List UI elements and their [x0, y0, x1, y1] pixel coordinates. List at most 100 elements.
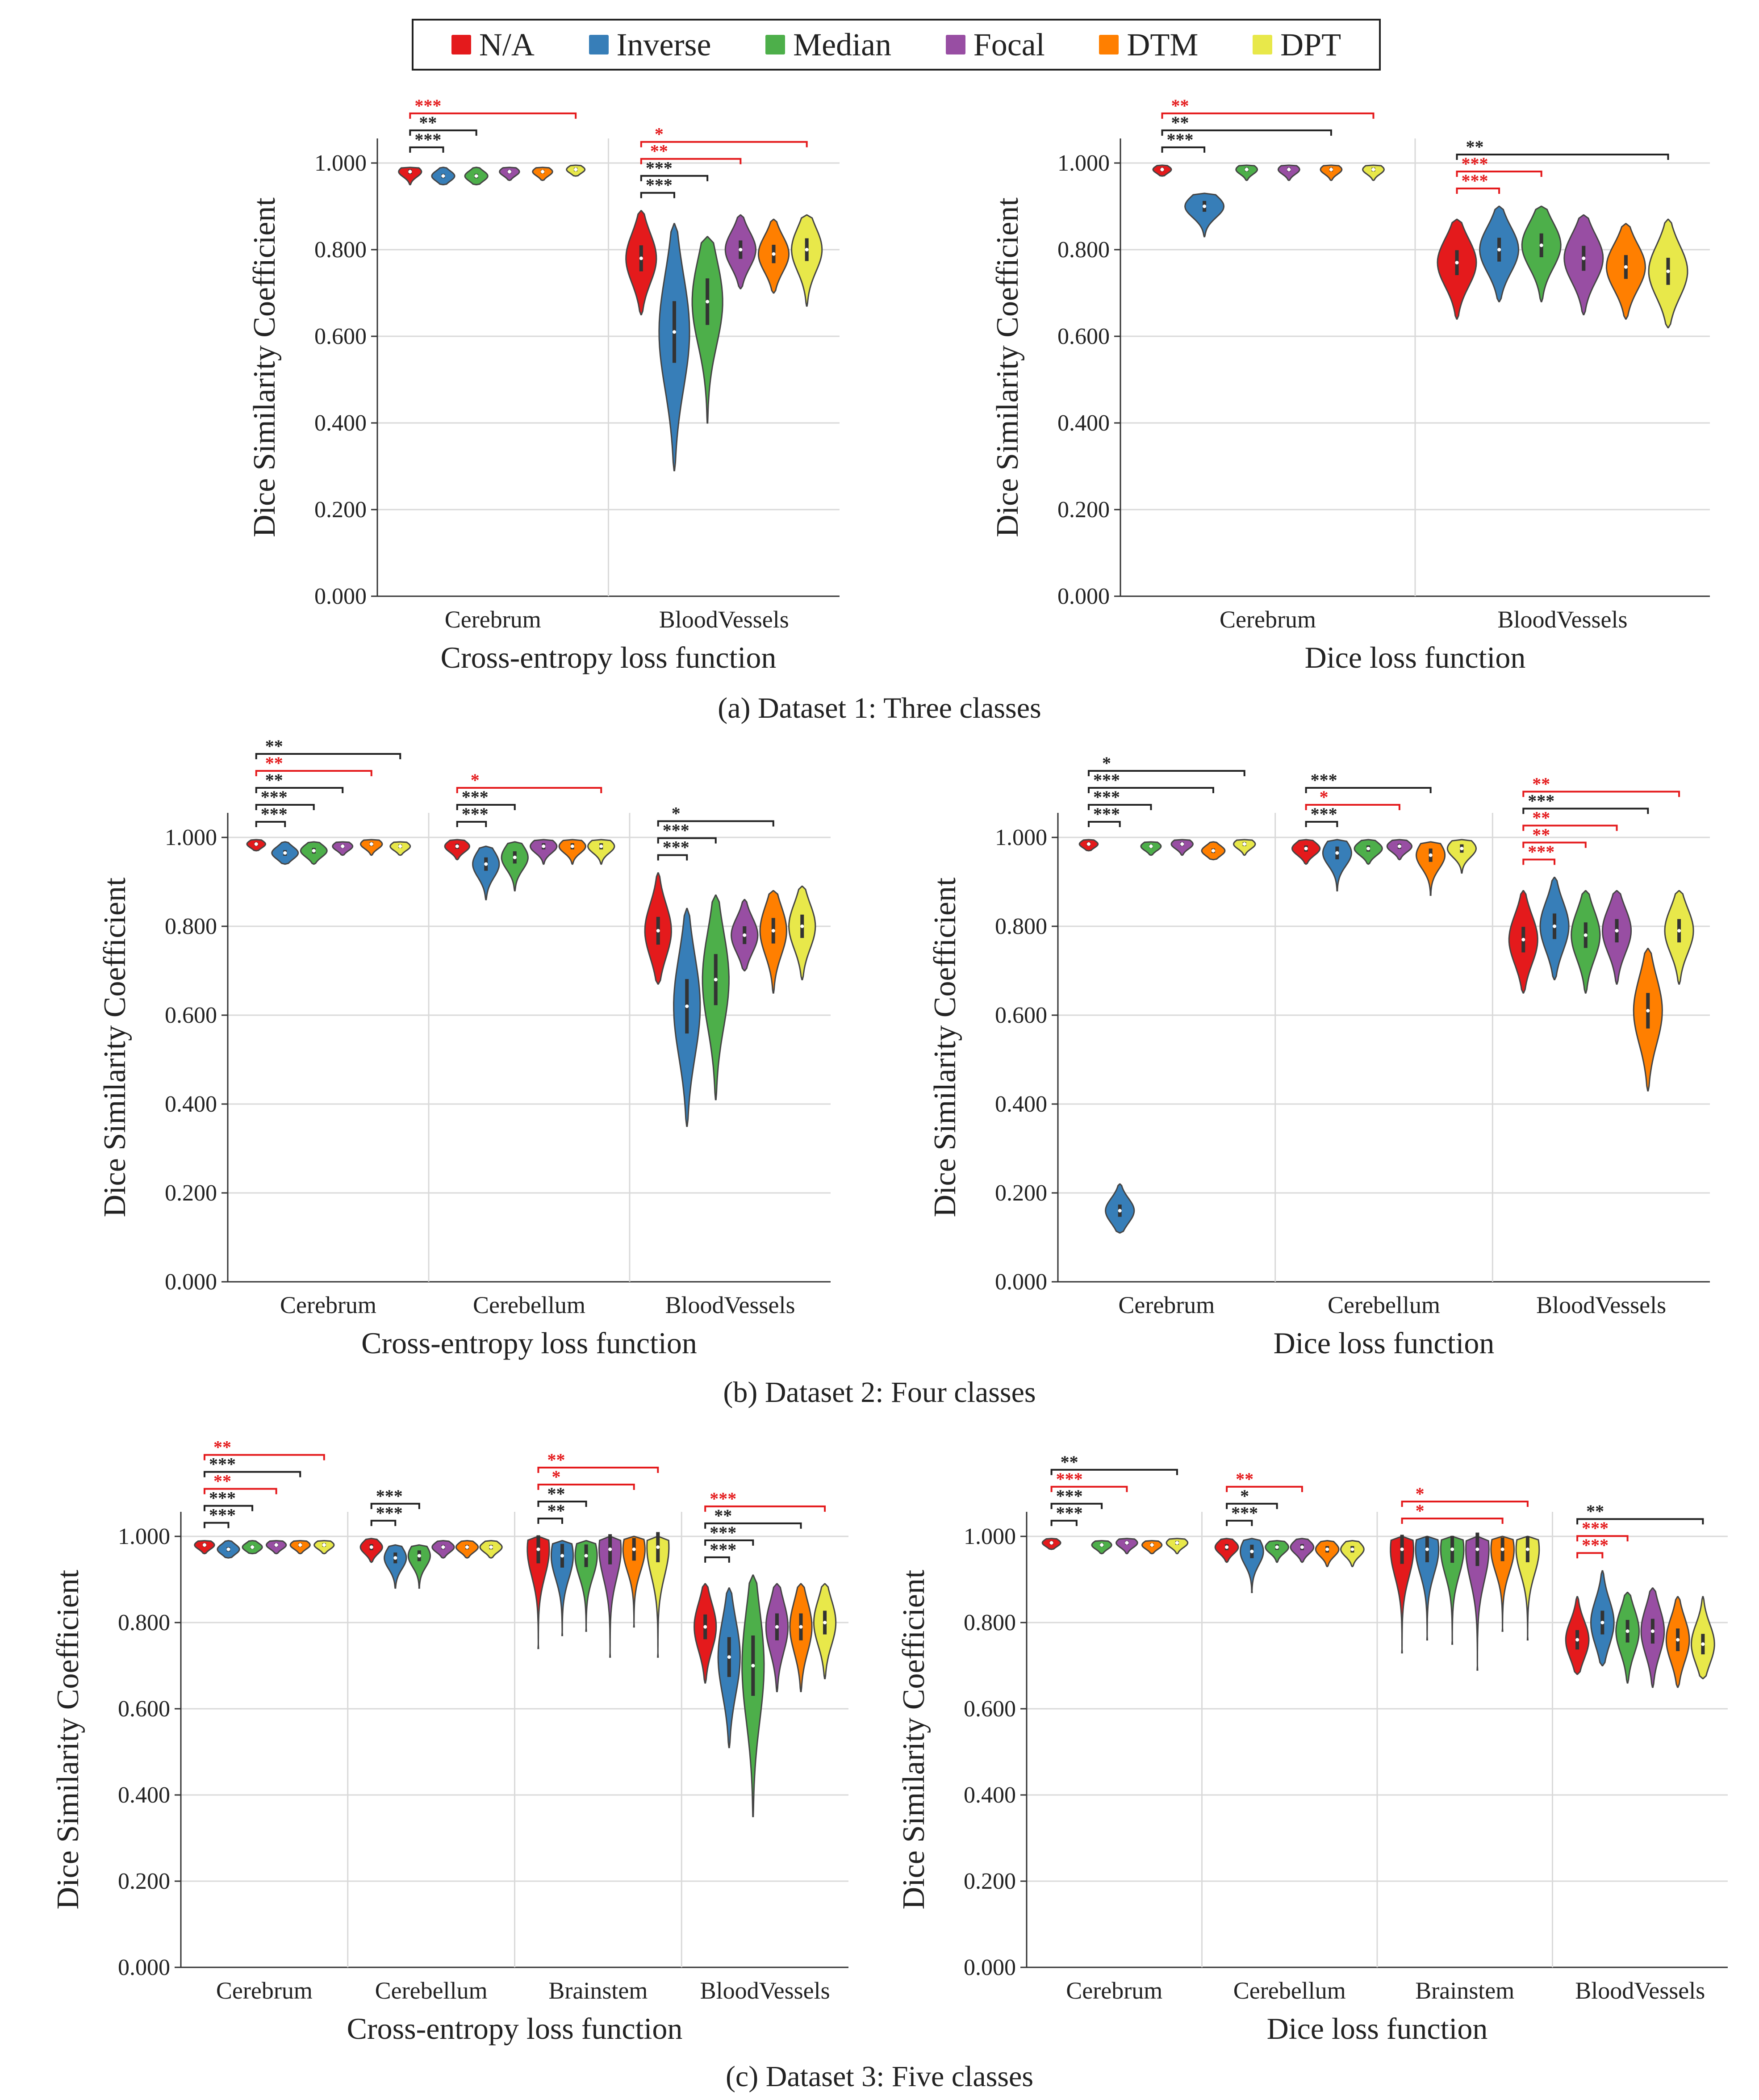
significance-bracket: [537, 1467, 659, 1473]
violin-median-dot: [608, 1547, 612, 1551]
significance-stars: *: [1320, 787, 1329, 807]
significance-stars: **: [265, 770, 283, 790]
violin-cerebellum-inverse: [384, 1544, 407, 1589]
chart-panel-b1: 0.0000.2000.4000.6000.8001.000Cerebrum**…: [98, 736, 831, 1360]
violin-median-dot: [322, 1543, 326, 1547]
significance-bracket: [704, 1522, 802, 1529]
significance-bracket: [1576, 1535, 1629, 1542]
caption-a: (a) Dataset 1: Three classes: [718, 692, 1041, 724]
violin-median-dot: [341, 844, 345, 848]
significance-stars: **: [547, 1501, 565, 1521]
violin-median-dot: [369, 842, 373, 846]
category-label: BloodVessels: [1575, 1977, 1705, 2004]
violin-cerebrum-focal: [332, 841, 354, 856]
significance-stars: ***: [414, 130, 441, 150]
x-axis-title: Cross-entropy loss function: [361, 1326, 697, 1360]
significance-bracket: [704, 1556, 730, 1563]
significance-stars: ***: [1167, 130, 1194, 150]
significance-stars: ***: [1528, 791, 1554, 811]
violin-median-dot: [1450, 1547, 1454, 1551]
significance-stars: ***: [1311, 770, 1337, 790]
significance-stars: *: [1240, 1486, 1249, 1506]
violin-median-dot: [703, 1625, 707, 1629]
significance-bracket: [537, 1501, 587, 1507]
violin-median-dot: [775, 1625, 779, 1629]
violin-bloodvessels-median: [691, 236, 723, 424]
violin-median-dot: [226, 1547, 230, 1551]
significance-bracket: [409, 112, 577, 119]
violin-median-dot: [274, 1543, 278, 1547]
violin-median-dot: [584, 1554, 588, 1558]
significance-stars: ***: [209, 1488, 236, 1508]
y-tick-label: 0.800: [964, 1610, 1016, 1636]
significance-bracket: [1050, 1485, 1128, 1492]
legend-item-dpt: DPT: [1253, 26, 1341, 63]
violin-median-dot: [1350, 1547, 1354, 1551]
violin-cerebellum-dpt: [1340, 1540, 1365, 1567]
violin-median-dot: [1582, 256, 1586, 260]
significance-bracket: [1401, 1518, 1504, 1524]
violin-median-dot: [1400, 1547, 1404, 1551]
significance-stars: **: [1532, 825, 1550, 845]
significance-stars: ***: [209, 1454, 236, 1474]
legend-item-focal: Focal: [945, 26, 1045, 63]
significance-bracket: [657, 854, 688, 861]
y-tick-label: 1.000: [964, 1524, 1016, 1549]
significance-stars: ***: [1462, 171, 1488, 191]
violin-median-dot: [1149, 844, 1153, 848]
violin-cerebellum-dpt: [1446, 839, 1477, 874]
significance-bracket: [203, 1454, 325, 1460]
y-tick-label: 0.000: [964, 1955, 1016, 1980]
violin-median-dot: [1150, 1543, 1154, 1547]
significance-bracket: [370, 1502, 420, 1509]
violin-median-dot: [1225, 1545, 1229, 1549]
violin-cerebellum-dtm: [455, 1540, 479, 1559]
violin-cerebellum-dpt: [479, 1540, 503, 1559]
y-tick-label: 0.600: [118, 1696, 170, 1722]
violin-median-dot: [1118, 1209, 1122, 1213]
violin-median-dot: [465, 1545, 469, 1549]
violin-median-dot: [1329, 167, 1333, 172]
legend: N/A Inverse Median Focal DTM DPT: [412, 19, 1381, 71]
y-tick-label: 0.800: [995, 914, 1047, 939]
violin-cerebrum-focal: [1116, 1538, 1138, 1555]
violin-median-dot: [570, 844, 574, 848]
significance-bracket: [537, 1518, 564, 1524]
violin-median-dot: [1287, 167, 1291, 172]
legend-swatch: [765, 35, 785, 54]
significance-bracket: [640, 141, 808, 147]
significance-bracket: [1305, 820, 1338, 827]
significance-stars: **: [265, 753, 283, 773]
y-tick-label: 0.000: [995, 1269, 1047, 1295]
violin-cerebrum-median: [1235, 164, 1258, 181]
violin-median-dot: [441, 174, 445, 178]
legend-label: Median: [793, 26, 892, 63]
significance-stars: *: [1416, 1484, 1425, 1504]
significance-stars: **: [419, 113, 437, 133]
violin-median-dot: [1429, 853, 1433, 857]
violin-median-dot: [632, 1547, 636, 1551]
violin-median-dot: [1245, 167, 1249, 172]
y-axis-title: Dice Similarity Coefficient: [928, 877, 962, 1217]
y-tick-label: 0.000: [118, 1955, 170, 1980]
violin-cerebellum-median: [501, 841, 529, 891]
violin-median-dot: [1160, 167, 1164, 172]
violin-cerebellum-inverse: [472, 845, 500, 900]
y-axis-title: Dice Similarity Coefficient: [98, 877, 132, 1217]
violin-cerebrum-focal: [1277, 164, 1300, 181]
violin-median-dot: [1180, 842, 1184, 846]
y-tick-label: 0.000: [1057, 584, 1110, 609]
violin-median-dot: [1624, 265, 1628, 269]
legend-swatch: [1253, 35, 1273, 54]
violin-median-dot: [771, 929, 775, 933]
category-label: BloodVessels: [1497, 606, 1627, 633]
caption-b: (b) Dataset 2: Four classes: [723, 1376, 1036, 1409]
violin-median-dot: [312, 849, 316, 853]
significance-bracket: [1522, 841, 1587, 848]
chart-panel-c2: 0.0000.2000.4000.6000.8001.000Cerebrum**…: [897, 1452, 1728, 2046]
violin-median-dot: [1211, 849, 1215, 853]
violin-cerebrum-dpt: [313, 1540, 335, 1555]
significance-bracket: [456, 803, 516, 810]
significance-stars: ***: [209, 1505, 236, 1525]
y-tick-label: 0.800: [314, 237, 367, 263]
